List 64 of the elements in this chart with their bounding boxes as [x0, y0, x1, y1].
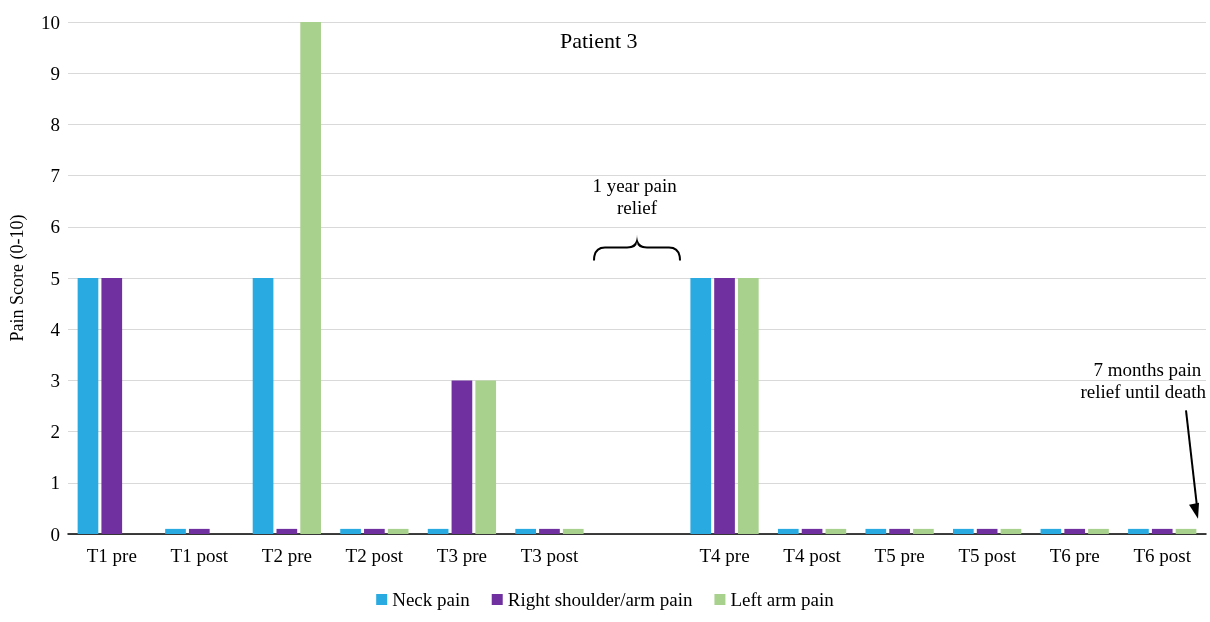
annotation: 1 year pain relief [592, 174, 682, 218]
legend-label: Right shoulder/arm pain [507, 589, 693, 610]
x-tick-label: T4 post [783, 545, 842, 566]
bar [252, 278, 274, 534]
bar [1064, 528, 1086, 534]
legend-label: Neck pain [392, 589, 471, 610]
y-tick-label: 6 [50, 216, 60, 238]
y-axis-title: Pain Score (0-10) [7, 214, 28, 342]
bar [1175, 528, 1197, 534]
bar [865, 528, 887, 534]
y-tick-label: 8 [50, 113, 60, 135]
bar [777, 528, 799, 534]
bar [913, 528, 934, 534]
bar [165, 528, 186, 534]
x-tick-label: T3 post [520, 545, 579, 566]
x-tick-label: T5 pre [874, 545, 925, 566]
bar [475, 380, 497, 534]
bar [801, 528, 823, 534]
bar [562, 528, 584, 534]
bar [515, 528, 537, 534]
bar [101, 278, 123, 534]
bar [737, 278, 759, 534]
x-tick-label: T2 pre [261, 545, 312, 566]
y-tick-label: 2 [50, 421, 60, 443]
bar [427, 528, 449, 534]
bar [539, 528, 560, 534]
bar [300, 22, 321, 534]
bar [188, 528, 210, 534]
x-tick-label: T6 pre [1049, 545, 1100, 566]
bar [690, 278, 712, 534]
y-tick-label: 1 [50, 472, 60, 494]
x-tick-label: T1 pre [86, 545, 137, 566]
chart-title: Patient 3 [560, 27, 638, 53]
bar [1040, 528, 1062, 534]
bar [1000, 528, 1022, 534]
bar [364, 528, 385, 534]
bar [1128, 528, 1149, 534]
bar [1088, 528, 1109, 534]
bar [889, 528, 910, 534]
x-tick-label: T1 post [170, 545, 229, 566]
x-tick-label: T4 pre [699, 545, 750, 566]
y-tick-label: 5 [50, 267, 60, 289]
bar [387, 528, 409, 534]
y-tick-label: 9 [50, 62, 60, 84]
y-tick-label: 0 [50, 523, 60, 545]
y-tick-label: 10 [41, 11, 60, 33]
bar [451, 380, 473, 534]
annotation: 7 months pain relief until death [1080, 358, 1207, 402]
bar [276, 528, 298, 534]
x-tick-label: T5 post [958, 545, 1017, 566]
legend-label: Left arm pain [730, 589, 835, 610]
bar [340, 528, 361, 534]
y-tick-label: 4 [50, 318, 61, 340]
bar [77, 278, 99, 534]
bar [1151, 528, 1173, 534]
y-tick-label: 3 [50, 369, 60, 391]
bar [825, 528, 847, 534]
bar [714, 278, 735, 534]
x-tick-label: T6 post [1133, 545, 1192, 566]
x-tick-label: T2 post [345, 545, 404, 566]
y-tick-label: 7 [50, 165, 60, 187]
x-tick-label: T3 pre [436, 545, 487, 566]
bar [976, 528, 998, 534]
bar [953, 528, 974, 534]
